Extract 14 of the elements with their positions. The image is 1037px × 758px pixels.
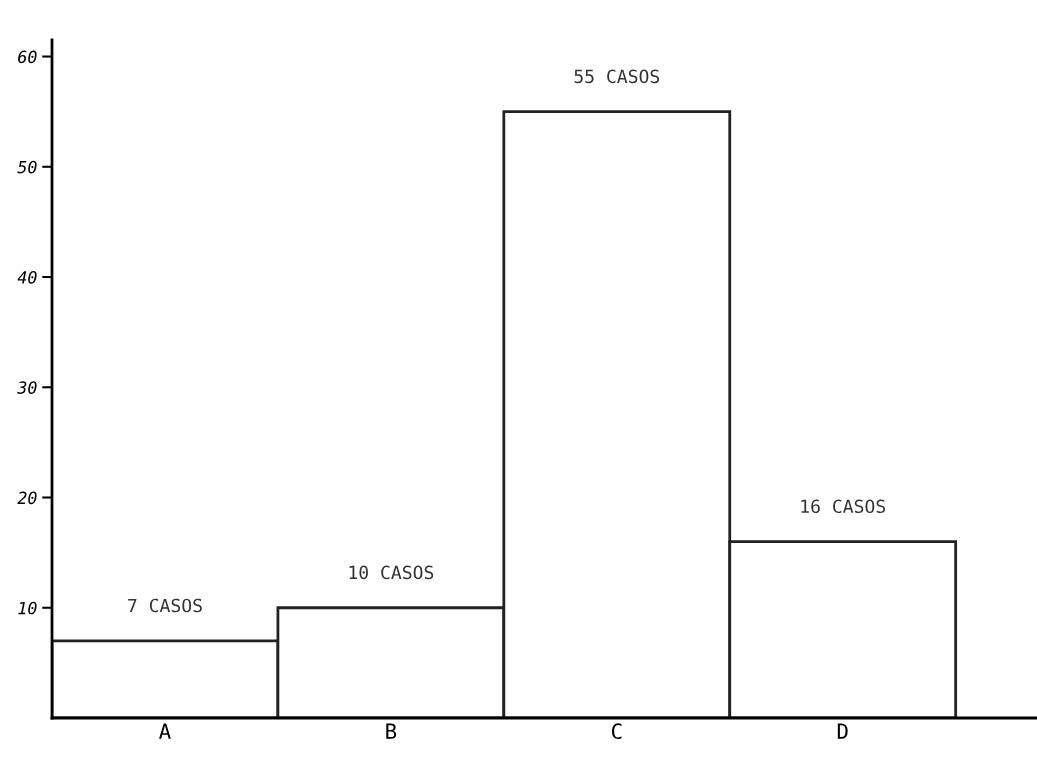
y-tick-label: 60: [18, 50, 37, 64]
y-tick-label: 30: [17, 381, 37, 394]
y-tick-label: 20: [17, 491, 37, 505]
x-tick-label: C: [611, 723, 622, 740]
y-tick-label: 40: [17, 271, 37, 284]
data-label: 55 CASOS: [574, 69, 660, 84]
x-tick-label: B: [386, 723, 397, 739]
x-tick-label: D: [837, 723, 848, 739]
x-tick-label: A: [159, 723, 171, 739]
data-label: 10 CASOS: [349, 565, 434, 580]
y-tick-label: 10: [18, 601, 37, 615]
data-label: 16 CASOS: [801, 499, 885, 514]
y-tick-label: 50: [17, 160, 37, 174]
data-label: 7 CASOS: [128, 598, 202, 613]
